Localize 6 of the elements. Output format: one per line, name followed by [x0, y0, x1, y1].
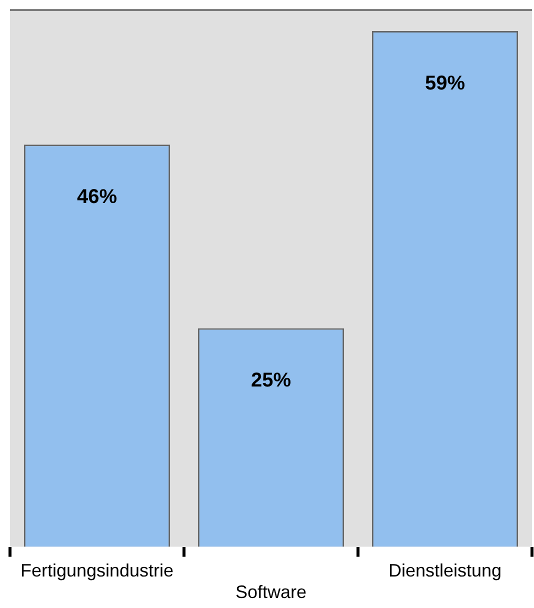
x-tick-label: Dienstleistung [388, 560, 502, 581]
x-tick-label: Software [235, 582, 307, 602]
data-label: 59% [424, 72, 466, 94]
x-tick-label: Fertigungsindustrie [20, 560, 174, 581]
data-label: 46% [76, 186, 118, 208]
data-label: 25% [250, 370, 292, 392]
